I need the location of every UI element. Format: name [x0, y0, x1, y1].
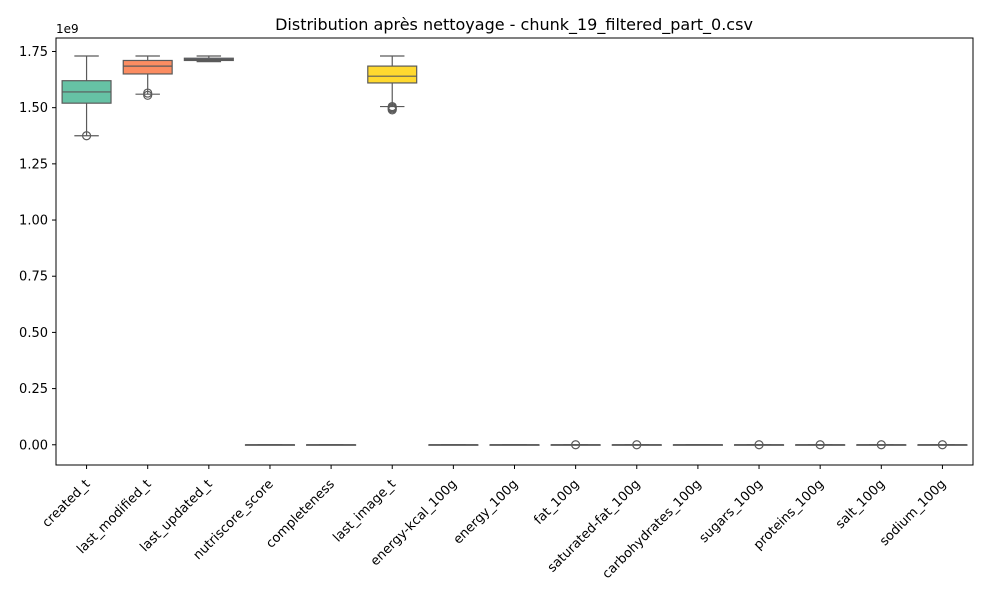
outlier-point	[81, 131, 92, 141]
y-tick-label: 1.25	[19, 157, 48, 172]
x-axis: created_tlast_modified_tlast_updated_tnu…	[40, 465, 949, 582]
iqr-box	[122, 59, 173, 75]
x-tick-label: fat_100g	[531, 477, 582, 528]
outlier-point	[143, 88, 153, 98]
chart-title: Distribution après nettoyage - chunk_19_…	[275, 15, 753, 35]
x-tick-label: sodium_100g	[877, 477, 949, 549]
outlier-point	[632, 440, 642, 450]
y-axis: 0.00 0.25 0.50 0.75 1.00 1.25 1.50 1.75	[19, 45, 56, 453]
x-tick-label: energy_100g	[451, 477, 522, 548]
y-tick-label: 1.75	[19, 45, 48, 60]
plot-frame	[55, 37, 974, 466]
boxes	[61, 55, 968, 450]
y-tick-label: 0.75	[19, 270, 48, 285]
box-proteins_100g	[795, 440, 846, 450]
y-tick-label: 1.50	[19, 101, 48, 116]
y-tick-label: 0.50	[19, 326, 48, 341]
box-last_modified_t	[122, 55, 173, 100]
outlier-point	[876, 440, 886, 450]
outlier-point	[754, 440, 764, 450]
outlier-point	[571, 440, 581, 450]
box-sodium_100g	[917, 440, 968, 450]
box-carbohydrates_100g	[672, 444, 723, 446]
x-tick-label: salt_100g	[833, 477, 888, 532]
box-nutriscore_score	[244, 444, 296, 446]
box-sugars_100g	[733, 440, 785, 450]
y-tick-label: 0.00	[19, 438, 48, 453]
y-tick-label: 0.25	[19, 382, 48, 397]
iqr-box	[367, 65, 418, 84]
box-last_image_t	[367, 55, 418, 115]
box-energy_100g	[489, 444, 540, 446]
box-saturated-fat_100g	[611, 440, 662, 450]
x-tick-label: sugars_100g	[697, 477, 766, 546]
x-tick-label: carbohydrates_100g	[600, 477, 705, 582]
outlier-point	[815, 440, 825, 450]
x-tick-label: created_t	[40, 477, 94, 531]
box-last_updated_t	[183, 55, 234, 63]
box-fat_100g	[550, 440, 601, 450]
outlier-point	[387, 101, 397, 112]
box-completeness	[306, 444, 357, 446]
box-salt_100g	[856, 440, 907, 450]
box-energy-kcal_100g	[428, 444, 479, 446]
y-tick-label: 1.00	[19, 214, 48, 229]
outlier-point	[937, 440, 948, 450]
box-created_t	[61, 55, 112, 141]
y-axis-scale-label: 1e9	[56, 22, 79, 36]
x-tick-label: last_image_t	[330, 477, 399, 546]
